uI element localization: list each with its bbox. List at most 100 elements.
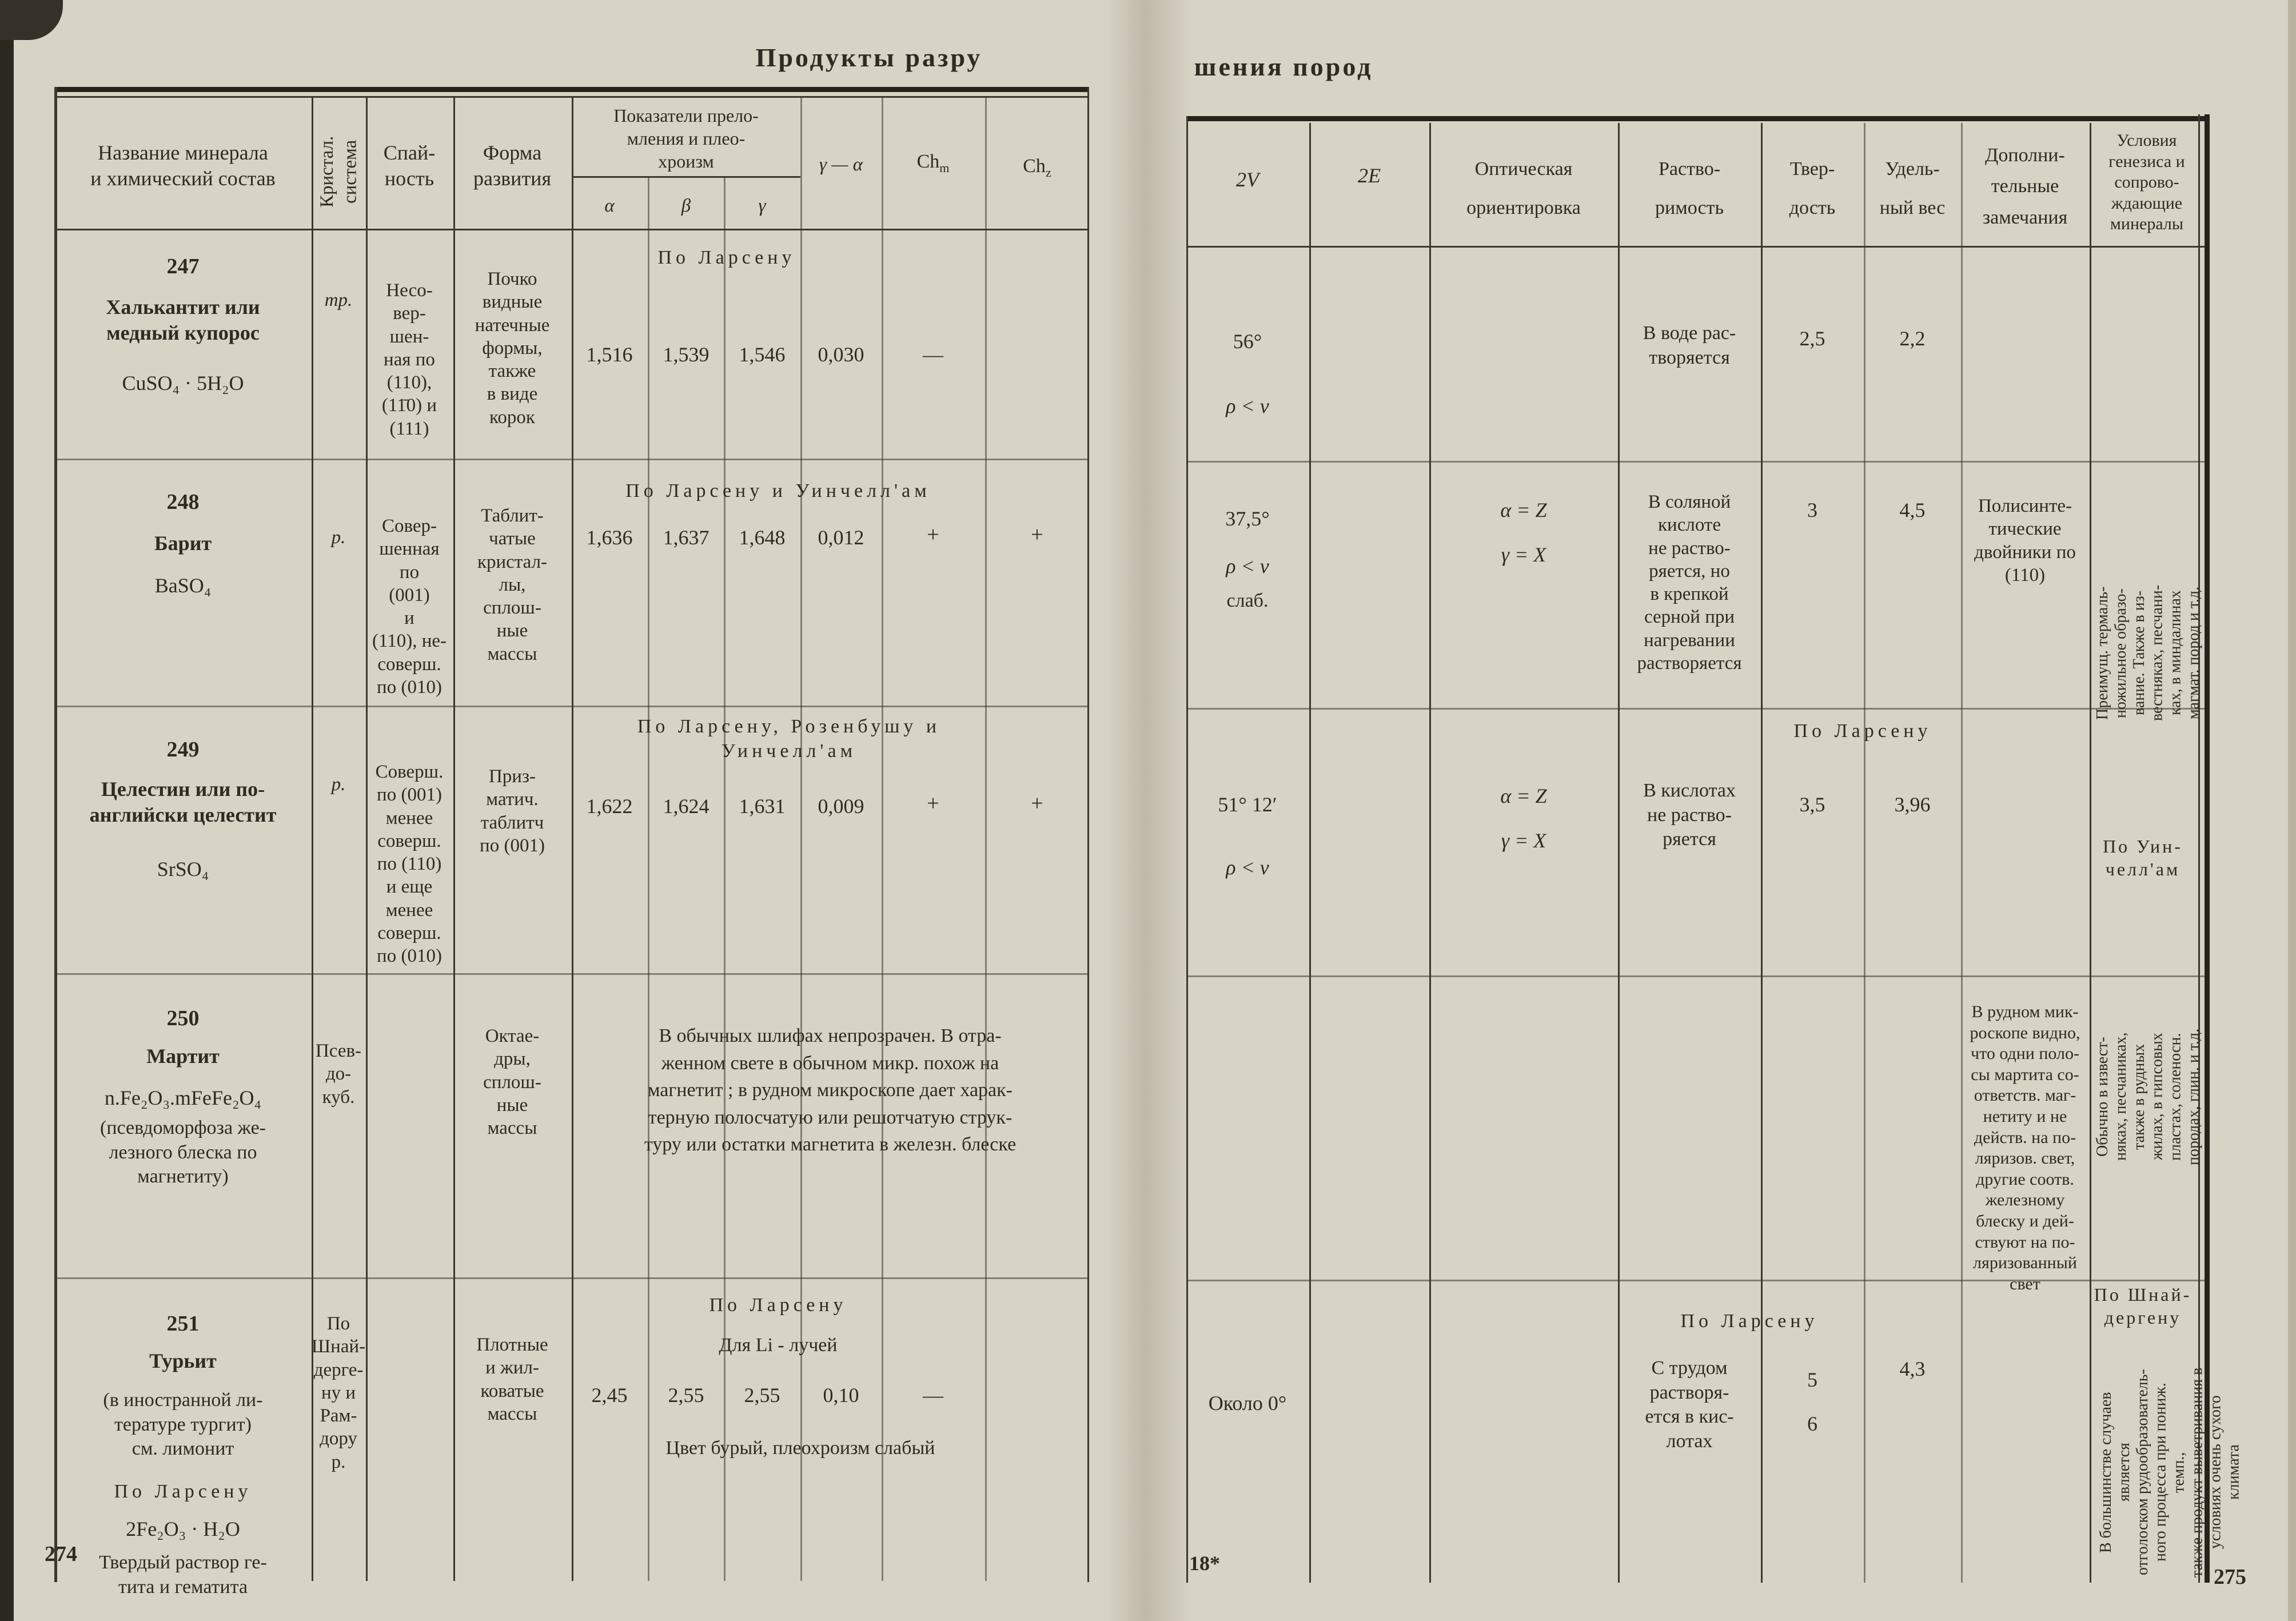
beta-value: 1,637	[663, 526, 709, 549]
growth-form-value: Плотные и жил- коватые массы	[476, 1335, 548, 1424]
gamma-value: 2,55	[744, 1384, 780, 1407]
header-2v: 2V	[1236, 168, 1259, 191]
page-number-left: 274	[45, 1542, 77, 1566]
weight-value: 3,96	[1894, 793, 1931, 816]
gamma-value: 1,546	[739, 343, 786, 366]
2v-value: Около 0°	[1208, 1392, 1287, 1415]
book-gutter-shadow	[1106, 0, 1192, 1621]
solubility-value: В воде рас- творяется	[1643, 322, 1736, 368]
header-gamma: γ	[758, 196, 766, 216]
right-header-bottom-rule	[1186, 246, 2207, 248]
header-beta: β	[681, 196, 691, 216]
hardness-value: 3	[1807, 499, 1817, 521]
cleavage-value: Совер- шенная по (001) и (110), не- сове…	[372, 516, 447, 698]
genesis-conditions: Обычно в извест- няках, песчаниках, такж…	[2094, 1028, 2203, 1165]
header-optical-orientation: Оптическая ориентировка	[1466, 158, 1581, 218]
growth-form-value: Октае- дры, сплош- ные массы	[483, 1026, 541, 1138]
weight-value: 2,2	[1899, 327, 1926, 350]
2v-value: 56°	[1233, 330, 1262, 353]
row-rule	[1186, 1280, 2207, 1281]
column-rule	[985, 97, 987, 1581]
alpha-value: 1,516	[586, 343, 633, 366]
mineral-number: 251	[166, 1312, 200, 1336]
weight-value: 4,3	[1899, 1357, 1926, 1380]
orientation-gamma: γ = X	[1501, 543, 1546, 566]
header-genesis-conditions: Условия генезиса и сопрово- ждающие мине…	[2108, 131, 2185, 234]
method-label: По Ларсену	[657, 247, 796, 268]
row-rule	[1186, 708, 2207, 710]
method-label: По Ларсену, Розенбушу и Уинчелл'ам	[637, 716, 941, 762]
dispersion-value: ρ < v	[1226, 395, 1269, 417]
conditions-method-label: По Уин- челл'ам	[2103, 836, 2183, 879]
crystal-system-value: р.	[331, 527, 346, 548]
left-table-right-border	[1087, 87, 1089, 1582]
column-rule	[1864, 123, 1866, 1583]
hardness-value: 5 6	[1807, 1368, 1817, 1436]
page-number-right: 275	[2214, 1565, 2246, 1589]
scan-corner-shadow	[0, 0, 63, 40]
column-rule	[648, 176, 649, 1581]
mineral-name: Барит	[154, 532, 212, 555]
row-rule	[1186, 461, 2207, 463]
opaque-note: В обычных шлифах непрозрачен. В отра- же…	[644, 1025, 1017, 1156]
right-table-left-border	[1186, 116, 1188, 1583]
column-rule	[800, 97, 802, 1581]
column-rule	[312, 97, 313, 1581]
header-2e: 2E	[1358, 164, 1381, 187]
header-mineral-name: Название минерала и химический состав	[90, 141, 276, 190]
header-chz: Chz	[1023, 156, 1051, 180]
mineral-name-note: (в иностранной ли- тературе тургит) см. …	[103, 1389, 263, 1459]
column-rule	[1309, 123, 1311, 1583]
mineral-name-note-2: Твердый раствор ге- тита и гематита	[99, 1552, 267, 1598]
left-subheader-rule	[572, 176, 800, 178]
orientation-alpha: α = Z	[1500, 784, 1547, 807]
mineral-number: 250	[166, 1006, 200, 1030]
mineral-number: 249	[166, 738, 200, 762]
mineral-number: 247	[166, 254, 200, 278]
method-label: По Ларсену	[709, 1295, 847, 1316]
column-rule	[572, 97, 573, 1581]
cleavage-value: Соверш. по (001) менее соверш. по (110) …	[375, 762, 444, 966]
gamma-minus-alpha-value: 0,10	[823, 1384, 859, 1407]
2v-value: 37,5°	[1225, 507, 1270, 530]
dispersion-value: ρ < v	[1226, 856, 1269, 879]
left-table-left-border	[54, 87, 57, 1582]
mineral-number: 248	[166, 490, 200, 514]
header-alpha: α	[604, 196, 615, 216]
column-rule	[724, 176, 726, 1581]
method-label: По Ларсену	[1680, 1311, 1819, 1332]
header-additional-notes: Дополни- тельные замечания	[1982, 145, 2068, 228]
printers-signature-mark: 18*	[1189, 1552, 1220, 1575]
column-rule	[453, 97, 455, 1581]
2v-value: 51° 12′	[1218, 793, 1277, 816]
chemical-formula: n.Fe₂O₃.mFeFe₂O₄	[104, 1086, 262, 1109]
scan-left-edge	[0, 0, 14, 1621]
header-growth-form: Форма развития	[473, 141, 552, 190]
chm-value: +	[927, 523, 939, 547]
crystal-system-value: р.	[331, 774, 346, 795]
additional-notes: В рудном мик- роскопе видно, что одни по…	[1970, 1002, 2080, 1293]
method-label: По Ларсену и Уинчелл'ам	[625, 480, 931, 501]
column-rule	[2090, 123, 2091, 1583]
crystal-system-value: тр.	[324, 290, 353, 310]
page-title-left-fragment: Продукты разру	[755, 43, 983, 72]
growth-form-value: Почко видные натечные формы, также в вид…	[475, 269, 550, 428]
color-note: Цвет бурый, плеохроизм слабый	[665, 1437, 935, 1459]
alpha-value: 2,45	[591, 1384, 628, 1407]
solubility-value: В кислотах не раство- ряется	[1643, 780, 1736, 850]
header-hardness: Твер- дость	[1789, 158, 1836, 218]
beta-value: 1,539	[663, 343, 709, 366]
scan-right-edge	[2288, 0, 2296, 1621]
chemical-formula: 2Fe₂O₃ · H₂O	[126, 1518, 240, 1540]
page-title-right-fragment: шения пород	[1194, 52, 1373, 81]
orientation-alpha: α = Z	[1500, 499, 1547, 521]
column-rule	[1429, 123, 1431, 1583]
crystal-system-value: Псев- до- куб.	[315, 1041, 362, 1108]
header-gamma-minus-alpha: γ — α	[819, 154, 863, 175]
chz-value: +	[1031, 523, 1043, 547]
crystal-system-value: По Шнай- дерге- ну и Рам- дору р.	[311, 1313, 366, 1472]
beta-value: 2,55	[668, 1384, 704, 1407]
chm-value: +	[927, 791, 939, 815]
alpha-value: 1,636	[586, 526, 633, 549]
chm-value: —	[923, 343, 943, 366]
